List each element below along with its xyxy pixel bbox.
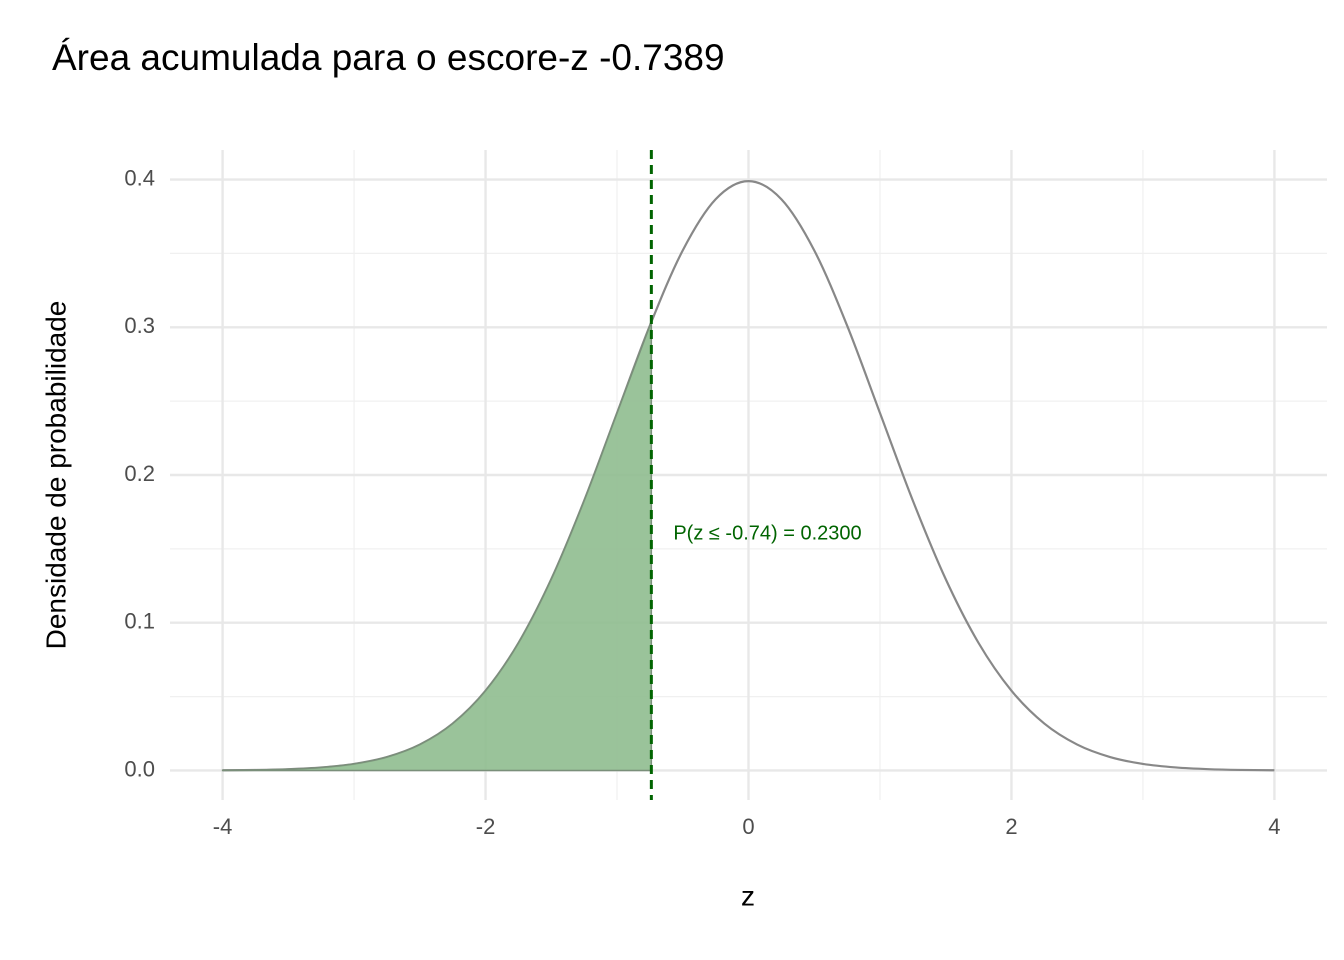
x-tick-label: 2: [1005, 814, 1017, 839]
annotation: P(z ≤ -0.74) = 0.2300: [673, 522, 861, 544]
y-tick-label: 0.3: [124, 313, 155, 338]
x-axis-label: z: [741, 880, 755, 911]
y-tick-label: 0.1: [124, 609, 155, 634]
x-tick-label: 4: [1268, 814, 1280, 839]
x-tick-label: 0: [742, 814, 754, 839]
x-tick-label: -4: [213, 814, 233, 839]
y-axis-label: Densidade de probabilidade: [40, 301, 71, 650]
chart-title: Área acumulada para o escore-z -0.7389: [52, 37, 725, 78]
y-tick-label: 0.2: [124, 461, 155, 486]
shaded-area: [221, 317, 654, 772]
y-tick-label: 0.0: [124, 756, 155, 781]
y-tick-label: 0.4: [124, 165, 155, 190]
x-tick-label: -2: [476, 814, 496, 839]
